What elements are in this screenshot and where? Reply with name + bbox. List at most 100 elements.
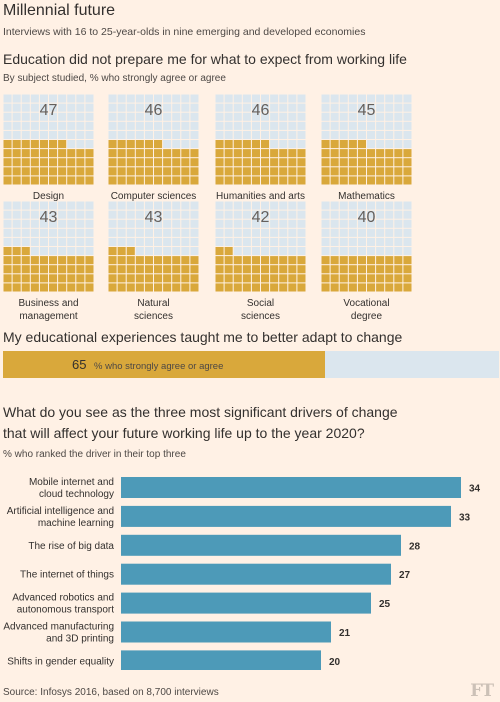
driver-bar-value: 33 xyxy=(459,512,471,523)
waffle-square-empty xyxy=(279,112,288,121)
waffle-square-empty xyxy=(376,247,385,256)
driver-bar-label: autonomous transport xyxy=(17,605,115,616)
waffle-square-filled xyxy=(330,167,339,176)
waffle-square-empty xyxy=(403,228,412,237)
waffle-square-empty xyxy=(321,219,330,228)
waffle-square-filled xyxy=(135,158,144,167)
waffle-square-empty xyxy=(261,94,270,103)
waffle-square-filled xyxy=(135,274,144,283)
waffle-value: 47 xyxy=(39,102,58,119)
waffle-square-filled xyxy=(251,140,260,149)
waffle-square-filled xyxy=(321,176,330,185)
driver-bar xyxy=(121,534,401,556)
waffle-square-filled xyxy=(394,274,403,283)
waffle-square-empty xyxy=(261,103,270,112)
waffle-square-empty xyxy=(163,201,172,210)
waffle-square-filled xyxy=(39,167,48,176)
waffle-square-empty xyxy=(261,121,270,130)
waffle-square-empty xyxy=(403,103,412,112)
waffle-category-label: Social sciences xyxy=(195,297,326,323)
waffle-square-empty xyxy=(172,140,181,149)
waffle-square-filled xyxy=(39,274,48,283)
waffle-square-filled xyxy=(330,140,339,149)
waffle-square-filled xyxy=(339,274,348,283)
waffle-square-filled xyxy=(163,265,172,274)
waffle-square-filled xyxy=(339,265,348,274)
waffle-square-filled xyxy=(394,149,403,158)
waffle-square-empty xyxy=(190,121,199,130)
waffle-square-empty xyxy=(224,112,233,121)
waffle-square-empty xyxy=(21,201,30,210)
waffle-square-filled xyxy=(126,176,135,185)
waffle-square-empty xyxy=(85,237,94,246)
waffle-square-filled xyxy=(242,265,251,274)
waffle-square-empty xyxy=(108,237,117,246)
waffle-square-empty xyxy=(297,94,306,103)
waffle-square-filled xyxy=(376,283,385,292)
waffle-square-empty xyxy=(126,219,135,228)
waffle-square-empty xyxy=(30,228,39,237)
waffle-square-filled xyxy=(163,167,172,176)
waffle-square-filled xyxy=(144,176,153,185)
waffle-square-empty xyxy=(297,103,306,112)
waffle-square-filled xyxy=(385,274,394,283)
waffle-square-empty xyxy=(154,121,163,130)
waffle-square-empty xyxy=(251,201,260,210)
waffle-square-empty xyxy=(394,201,403,210)
waffle-value: 45 xyxy=(357,102,376,119)
waffle-square-filled xyxy=(242,158,251,167)
waffle-square-filled xyxy=(144,140,153,149)
waffle-square-filled xyxy=(126,167,135,176)
waffle-square-filled xyxy=(403,256,412,265)
waffle-square-empty xyxy=(190,247,199,256)
waffle-square-filled xyxy=(394,176,403,185)
waffle-square-empty xyxy=(190,140,199,149)
waffle-square-filled xyxy=(108,274,117,283)
waffle-square-empty xyxy=(181,210,190,219)
waffle-square-empty xyxy=(215,130,224,139)
waffle-square-empty xyxy=(39,237,48,246)
waffle-square-filled xyxy=(39,265,48,274)
waffle-square-empty xyxy=(251,219,260,228)
waffle-square-empty xyxy=(330,219,339,228)
waffle-square-filled xyxy=(108,140,117,149)
waffle-square-empty xyxy=(154,112,163,121)
waffle-square-empty xyxy=(385,201,394,210)
waffle-square-empty xyxy=(39,247,48,256)
waffle-square-empty xyxy=(224,94,233,103)
waffle-square-empty xyxy=(144,112,153,121)
waffle-square-empty xyxy=(394,94,403,103)
waffle-square-filled xyxy=(135,140,144,149)
waffle-square-filled xyxy=(403,176,412,185)
waffle-square-filled xyxy=(261,265,270,274)
waffle-square-filled xyxy=(251,256,260,265)
waffle-square-filled xyxy=(181,265,190,274)
waffle-square-empty xyxy=(367,247,376,256)
adapt-section-title: My educational experiences taught me to … xyxy=(3,329,403,345)
waffle-square-empty xyxy=(39,219,48,228)
waffle-square-empty xyxy=(58,94,67,103)
waffle-square-filled xyxy=(190,158,199,167)
waffle-square-filled xyxy=(126,149,135,158)
waffle-square-empty xyxy=(49,210,58,219)
waffle-square-empty xyxy=(12,228,21,237)
source-note: Source: Infosys 2016, based on 8,700 int… xyxy=(3,687,219,698)
waffle-square-empty xyxy=(385,130,394,139)
waffle-square-filled xyxy=(376,167,385,176)
waffle-square-empty xyxy=(144,121,153,130)
waffle-category-label: Business and management xyxy=(0,297,114,323)
waffle-square-filled xyxy=(117,256,126,265)
waffle-square-filled xyxy=(154,140,163,149)
waffle-square-empty xyxy=(367,219,376,228)
waffle-square-empty xyxy=(330,247,339,256)
waffle-square-filled xyxy=(3,140,12,149)
waffle-square-empty xyxy=(348,237,357,246)
waffle-square-empty xyxy=(181,228,190,237)
waffle-square-empty xyxy=(49,130,58,139)
waffle-square-empty xyxy=(172,103,181,112)
driver-bar-label: cloud technology xyxy=(39,489,114,500)
waffle-square-filled xyxy=(67,274,76,283)
waffle-square-filled xyxy=(288,283,297,292)
waffle-square-empty xyxy=(117,210,126,219)
waffle-square-filled xyxy=(154,167,163,176)
